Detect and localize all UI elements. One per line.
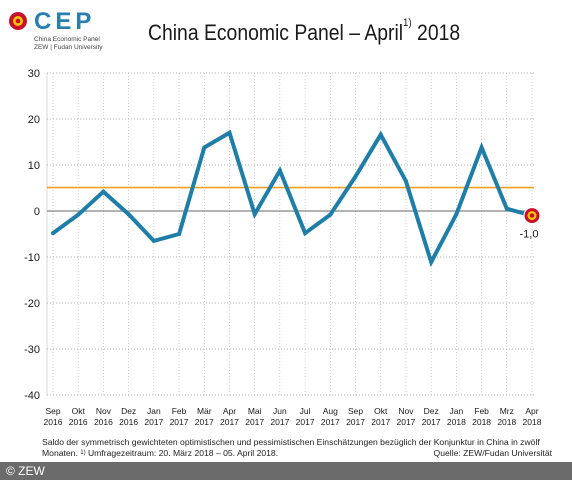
footnote-mark: 1) [80,450,86,456]
y-tick-label: 10 [28,160,40,172]
x-tick-label-year: 2016 [69,417,88,427]
chart-title-main: China Economic Panel – April [148,20,404,45]
x-tick-label-year: 2017 [321,417,340,427]
x-tick-label-month: Mai [248,406,262,416]
data-point [378,132,383,137]
x-tick-label-year: 2017 [346,417,365,427]
data-point [227,130,232,135]
data-point [328,212,333,217]
x-tick-label-month: Jan [147,406,161,416]
data-point [277,168,282,173]
y-tick-label: -20 [24,298,40,310]
x-tick-label-year: 2017 [371,417,390,427]
x-tick-label-month: Nov [398,406,414,416]
data-point [202,145,207,150]
data-point [126,212,131,217]
data-point [76,212,81,217]
data-point [504,206,509,211]
chart-title-year: 2018 [417,20,461,45]
source-label: Quelle: ZEW/Fudan Universität [433,448,552,458]
y-tick-label: 20 [28,114,40,126]
data-point [252,212,257,217]
x-tick-label-month: Aug [323,406,338,416]
x-tick-label-month: Apr [525,406,538,416]
logo-text: CEP [34,8,96,35]
copyright-bar: © ZEW [0,462,572,480]
x-tick-label-month: Dez [424,406,439,416]
x-tick-label-month: Okt [374,406,388,416]
footnote-line-1: Saldo der symmetrisch gewichteten optimi… [42,437,540,447]
x-tick-label-month: Mär [197,406,212,416]
x-tick-label-year: 2018 [472,417,491,427]
x-tick-label-month: Okt [72,406,86,416]
x-tick-label-year: 2017 [270,417,289,427]
series-line [51,129,533,268]
data-point [454,212,459,217]
x-tick-label-year: 2018 [447,417,466,427]
data-point [151,238,156,243]
y-tick-label: 30 [28,68,40,80]
data-point [177,232,182,236]
x-tick-label-month: Mrz [500,406,514,416]
x-tick-label-year: 2017 [170,417,189,427]
data-point [51,231,55,236]
footnote: Saldo der symmetrisch gewichteten optimi… [42,437,552,459]
x-tick-label-month: Sep [348,406,363,416]
data-point [353,174,358,179]
survey-period: Umfragezeitraum: 20. März 2018 – 05. Apr… [87,448,279,458]
x-tick-label-month: Jan [450,406,464,416]
x-tick-label-month: Feb [172,406,187,416]
x-tick-label-year: 2018 [523,417,542,427]
x-tick-label-month: Dez [121,406,136,416]
logo-subtitle: China Economic Panel [34,36,100,43]
y-tick-label: 0 [34,206,40,218]
x-tick-label-month: Feb [474,406,489,416]
x-tick-label-year: 2017 [220,417,239,427]
data-point [429,260,434,265]
data-point [403,179,408,184]
y-tick-label: -10 [24,252,40,264]
last-point-marker-center [529,213,535,218]
y-tick-label: -40 [24,390,40,402]
logo-affiliation: ZEW | Fudan University [34,44,103,51]
x-tick-label-year: 2018 [497,417,516,427]
x-tick-label-year: 2017 [396,417,415,427]
footnote-text: Monaten. [42,448,78,458]
x-tick-label-month: Apr [223,406,236,416]
x-tick-label-month: Jun [273,406,287,416]
title-footnote-mark: 1) [403,17,412,29]
x-tick-label-month: Nov [96,406,112,416]
x-tick-label-year: 2016 [44,417,63,427]
x-tick-label-year: 2017 [422,417,441,427]
x-tick-label-month: Jul [300,406,311,416]
x-tick-label-year: 2017 [195,417,214,427]
data-point [101,189,106,194]
footnote-line-2: Monaten. 1) Umfragezeitraum: 20. März 20… [42,448,278,459]
y-tick-label: -30 [24,344,40,356]
data-point [479,145,484,150]
x-tick-label-year: 2017 [245,417,264,427]
last-value-label: -1,0 [520,229,539,241]
cep-logo-icon [9,12,27,30]
x-tick-label-year: 2016 [119,417,138,427]
chart-title: China Economic Panel – April1) 2018 [148,17,461,46]
cep-logo: CEP China Economic Panel ZEW | Fudan Uni… [8,8,128,52]
x-tick-label-year: 2017 [144,417,163,427]
data-point [303,231,308,236]
x-tick-label-year: 2017 [296,417,315,427]
x-tick-label-year: 2016 [94,417,113,427]
x-tick-label-month: Sep [45,406,60,416]
